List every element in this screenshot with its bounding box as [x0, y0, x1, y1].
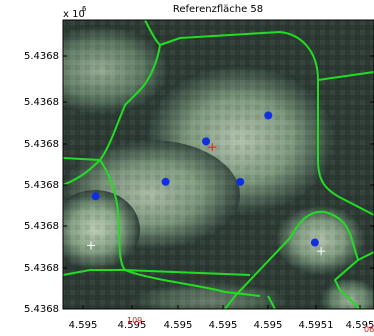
y-tick-label: 5.4368	[24, 180, 59, 191]
boundary-line	[317, 71, 374, 81]
boundary-line	[124, 269, 261, 297]
x-tick-label: 4.595	[346, 320, 374, 331]
x-overlay-label-2: 06	[364, 325, 374, 334]
plus-marker	[86, 241, 95, 250]
plus-marker	[317, 247, 326, 256]
markers	[86, 143, 326, 256]
data-point	[91, 192, 100, 201]
boundary-line	[224, 210, 361, 309]
boundary-line	[144, 20, 374, 216]
boundary-line	[357, 251, 374, 261]
x-tick-label: 4.5951	[299, 320, 334, 331]
x-tick-label: 4.595	[164, 320, 193, 331]
x-exponent-label: x 10	[63, 9, 85, 20]
plot-frame	[62, 19, 374, 310]
x-tick-label: 4.595	[118, 320, 147, 331]
data-point	[264, 111, 273, 120]
x-overlay-label-1: 109	[127, 316, 142, 325]
data-point	[310, 238, 319, 247]
segment-boundaries	[63, 20, 374, 309]
data-points	[91, 111, 319, 247]
boundary-line	[63, 269, 125, 276]
y-tick-label: 5.4368	[24, 221, 59, 232]
data-point	[161, 177, 170, 186]
y-tick-label: 5.4368	[24, 51, 59, 62]
x-tick-label: 4.595	[209, 320, 238, 331]
data-point	[202, 137, 211, 146]
boundary-line	[267, 295, 276, 309]
y-tick-label: 5.4368	[24, 263, 59, 274]
background-image	[63, 20, 374, 309]
x-exponent-power: 6	[82, 5, 87, 13]
x-tick-label: 4.595	[254, 320, 283, 331]
y-tick-label: 5.4368	[24, 97, 59, 108]
y-tick-label: 5.4368	[24, 304, 59, 315]
y-tick-label: 5.4368	[24, 139, 59, 150]
x-tick-label: 4.595	[69, 320, 98, 331]
boundary-line	[63, 44, 161, 186]
boundary-line	[63, 157, 101, 161]
data-point	[236, 177, 245, 186]
plus-marker	[208, 143, 217, 152]
x-axis: 4.595 4.595 4.595 4.595 4.595 4.5951 4.595	[69, 305, 374, 331]
boundary-line	[99, 159, 251, 276]
chart-title: Referenzfläche 58	[173, 4, 263, 15]
y-axis: 5.4368 5.4368 5.4368 5.4368 5.4368 5.4368 5.43…	[24, 51, 374, 315]
